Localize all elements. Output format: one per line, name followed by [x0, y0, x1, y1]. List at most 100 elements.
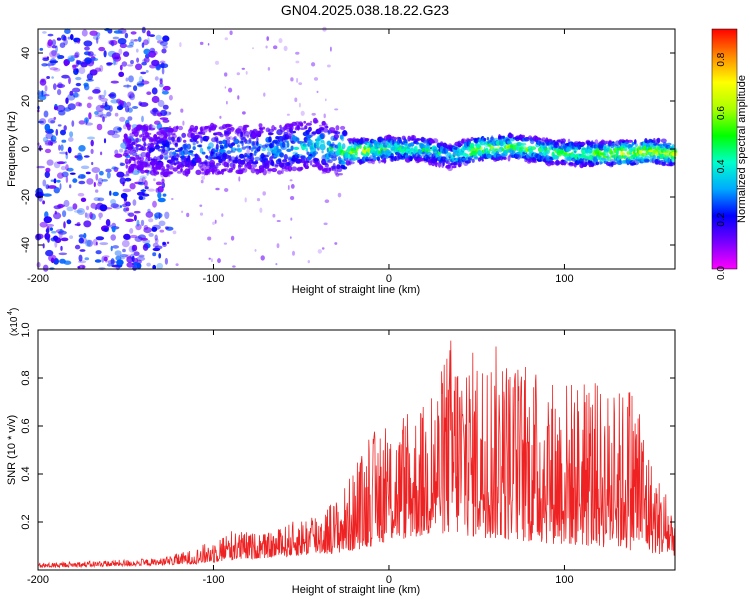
spectrogram-noise-cell — [118, 100, 124, 107]
spectrogram-signal-cell — [267, 168, 273, 172]
spectrogram-signal-cell — [155, 159, 158, 164]
spectrogram-noise-cell — [154, 245, 163, 250]
spectrogram-signal-cell — [271, 125, 275, 131]
spectrogram-signal-cell — [175, 142, 178, 146]
spectrogram-noise-cell — [53, 187, 60, 194]
spectrogram-noise-cell — [212, 221, 215, 225]
spectrogram-signal-cell — [206, 136, 210, 140]
spectrogram-noise-cell — [256, 198, 261, 202]
spectrogram-noise-cell — [128, 245, 136, 253]
spectrogram-noise-cell — [57, 172, 64, 179]
spectrogram-signal-cell — [653, 138, 656, 144]
spectrogram-noise-cell — [217, 258, 221, 264]
spectrogram-noise-cell — [137, 181, 145, 186]
spectrogram-noise-cell — [252, 47, 254, 50]
spectrogram-noise-cell — [200, 179, 204, 184]
spectrogram-noise-cell — [162, 85, 171, 91]
spectrogram-noise-cell — [110, 167, 120, 170]
spectrogram-signal-cell — [192, 146, 196, 151]
spectrogram-noise-cell — [39, 47, 44, 51]
spectrogram-noise-cell — [75, 59, 79, 67]
spectrogram-noise-cell — [74, 244, 81, 250]
spectrogram-noise-cell — [159, 60, 166, 64]
spectrogram-noise-cell — [214, 219, 217, 224]
spectrogram-noise-cell — [132, 199, 137, 206]
spectrogram-signal-cell — [125, 164, 128, 169]
spectrogram-noise-cell — [47, 237, 50, 243]
spectrogram-noise-cell — [140, 219, 145, 227]
snr-x-axis-label: Height of straight line (km) — [292, 584, 420, 596]
spectrogram-signal-cell — [168, 165, 174, 170]
spectrogram-signal-cell — [254, 156, 261, 161]
spectrogram-noise-cell — [91, 57, 99, 62]
spectrogram-noise-cell — [95, 250, 102, 255]
spectrogram-signal-cell — [169, 151, 173, 157]
spectrogram-noise-cell — [50, 120, 56, 124]
spectrogram-signal-cell — [555, 161, 562, 165]
spectrogram-noise-cell — [56, 161, 66, 165]
spectrogram-noise-cell — [186, 212, 190, 218]
spectrogram-signal-cell — [213, 124, 218, 128]
spectrogram-noise-cell — [112, 58, 116, 66]
spectrogram-noise-cell — [114, 153, 123, 158]
spectrogram-noise-cell — [179, 42, 182, 48]
spectrogram-noise-cell — [144, 186, 149, 190]
spectrogram-signal-cell — [281, 142, 286, 148]
spectrogram-noise-cell — [323, 222, 328, 226]
spectrogram-signal-cell — [237, 147, 242, 153]
spectrogram-noise-cell — [83, 232, 87, 239]
spectrogram-noise-cell — [229, 30, 233, 36]
spectrogram-noise-cell — [51, 45, 57, 49]
spectrogram-noise-cell — [289, 236, 292, 239]
spectrogram-noise-cell — [161, 48, 167, 54]
y-tick-label: 20 — [20, 95, 32, 107]
spectrogram-noise-cell — [110, 80, 119, 84]
spectrogram-signal-cell — [321, 150, 324, 154]
spectrogram-signal-cell — [666, 142, 672, 146]
spectrogram-signal-cell — [324, 163, 329, 168]
spectrogram-noise-cell — [59, 258, 66, 264]
spectrogram-noise-cell — [84, 117, 89, 124]
spectrogram-noise-cell — [180, 108, 184, 113]
spectrogram-noise-cell — [103, 256, 108, 262]
spectrogram-noise-cell — [135, 63, 143, 71]
spectrogram-noise-cell — [45, 234, 48, 241]
spectrogram-noise-cell — [155, 181, 163, 186]
spectrogram-noise-cell — [132, 265, 138, 271]
spectrogram-noise-cell — [224, 37, 228, 41]
spectrogram-noise-cell — [119, 205, 123, 208]
spectrogram-noise-cell — [88, 112, 92, 120]
spectrogram-noise-cell — [124, 177, 132, 182]
spectrogram-signal-cell — [243, 130, 250, 137]
spectrogram-noise-cell — [260, 255, 265, 261]
spectrogram-cells — [35, 26, 678, 272]
spectrogram-signal-cell — [226, 162, 230, 168]
spectrogram-signal-cell — [186, 143, 192, 150]
spectrogram-noise-cell — [115, 255, 122, 261]
spectrogram-signal-cell — [154, 144, 161, 150]
spectrogram-noise-cell — [84, 57, 92, 64]
spectrogram-signal-cell — [329, 127, 336, 132]
spectrogram-noise-cell — [107, 40, 114, 45]
spectrogram-noise-cell — [43, 216, 52, 224]
spectrogram-signal-cell — [533, 160, 537, 164]
spectrogram-noise-cell — [110, 245, 113, 252]
spectrogram-noise-cell — [116, 259, 124, 266]
spectrogram-noise-cell — [103, 227, 108, 232]
spectrogram-signal-cell — [524, 137, 530, 140]
spectrogram-signal-cell — [471, 143, 475, 147]
spectrogram-noise-cell — [149, 47, 156, 53]
spectrogram-signal-cell — [590, 142, 596, 145]
spectrogram-noise-cell — [91, 161, 94, 166]
spectrogram-signal-cell — [159, 161, 164, 168]
spectrogram-noise-cell — [42, 179, 47, 187]
spectrogram-signal-cell — [605, 140, 609, 145]
spectrogram-noise-cell — [69, 90, 74, 96]
spectrogram-noise-cell — [42, 31, 47, 34]
spectrogram-noise-cell — [154, 238, 159, 244]
spectrogram-noise-cell — [278, 38, 283, 44]
spectrogram-noise-cell — [286, 113, 290, 116]
spectrogram-signal-cell — [142, 129, 146, 136]
spectrogram-noise-cell — [100, 151, 103, 156]
spectrogram-noise-cell — [75, 101, 81, 107]
